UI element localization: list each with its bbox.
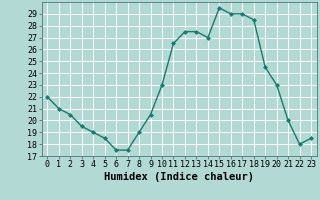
- X-axis label: Humidex (Indice chaleur): Humidex (Indice chaleur): [104, 172, 254, 182]
